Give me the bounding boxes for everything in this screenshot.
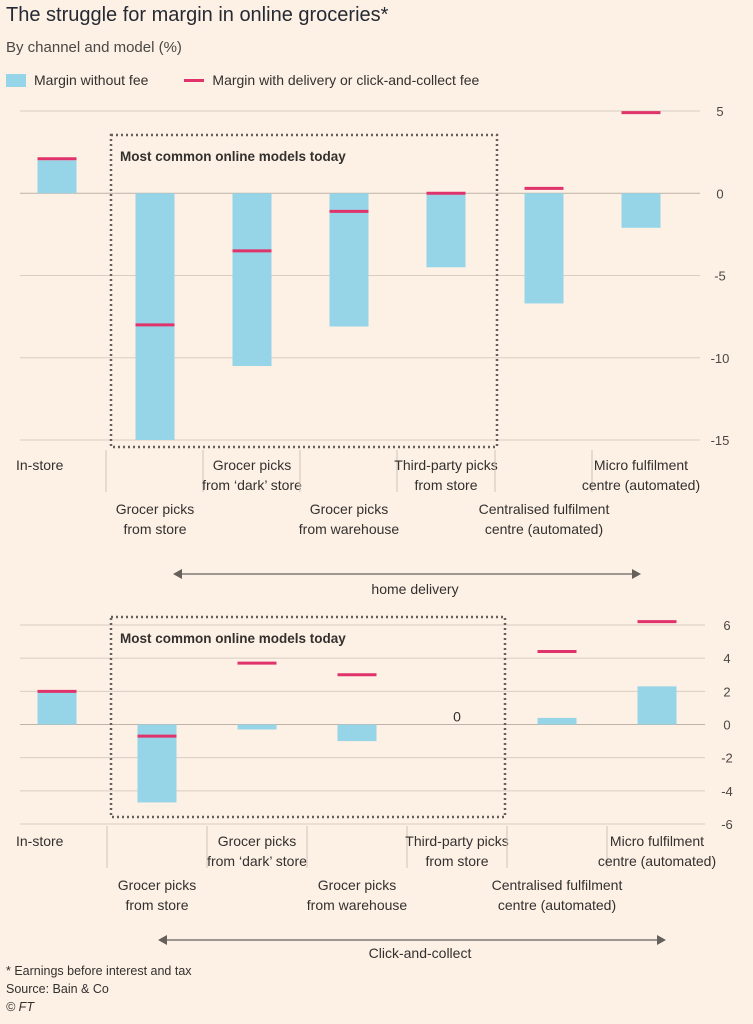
bar — [37, 160, 77, 194]
group-arrow-head-left — [173, 569, 182, 579]
category-label: Third-party picks — [394, 457, 497, 473]
bar — [426, 193, 466, 268]
bar — [37, 691, 77, 725]
dashed-box-label: Most common online models today — [120, 631, 346, 646]
legend-bar-label: Margin without fee — [34, 72, 149, 88]
category-label: In-store — [16, 457, 64, 473]
group-label: Click-and-collect — [369, 945, 472, 961]
y-tick-label: 0 — [716, 186, 723, 201]
chart-subtitle: By channel and model (%) — [6, 39, 182, 56]
category-label: Centralised fulfilment — [492, 877, 623, 893]
dashed-box — [109, 615, 507, 819]
bar — [135, 193, 175, 440]
category-label: from store — [414, 477, 477, 493]
group-arrow-head-left — [158, 935, 167, 945]
category-label: Grocer picks — [318, 877, 397, 893]
group-arrow-head-right — [632, 569, 641, 579]
category-label: from store — [125, 897, 188, 913]
y-tick-label: -4 — [721, 784, 733, 799]
category-label: from warehouse — [299, 521, 400, 537]
category-label: Micro fulfilment — [594, 457, 688, 473]
legend: Margin without fee Margin with delivery … — [6, 72, 479, 88]
chart-title: The struggle for margin in online grocer… — [6, 4, 389, 26]
category-label: Grocer picks — [310, 501, 389, 517]
bar — [637, 686, 677, 725]
y-tick-label: -2 — [721, 751, 733, 766]
y-tick-label: 4 — [723, 651, 730, 666]
y-tick-label: 5 — [716, 104, 723, 119]
group-label: home delivery — [371, 581, 458, 597]
y-tick-label: -6 — [721, 817, 733, 832]
y-tick-label: -10 — [711, 351, 730, 366]
bar — [537, 717, 577, 725]
category-label: centre (automated) — [582, 477, 700, 493]
category-label: Grocer picks — [118, 877, 197, 893]
bar — [621, 193, 661, 228]
chart-1: 5 0 -5 -10 -15 Most common online models toda… — [16, 104, 729, 597]
category-label: Third-party picks — [405, 833, 508, 849]
category-label: In-store — [16, 833, 64, 849]
category-label: centre (automated) — [485, 521, 603, 537]
category-label: Centralised fulfilment — [479, 501, 610, 517]
value-annotation: 0 — [453, 709, 461, 725]
group-arrow-head-right — [657, 935, 666, 945]
y-tick-label: 6 — [723, 618, 730, 633]
y-tick-label: -15 — [711, 433, 730, 448]
chart-2: 6 4 2 0 -2 -4 -6 Most common online models toda… — [16, 615, 733, 961]
legend-bar-swatch — [6, 73, 26, 87]
category-label: from ‘dark’ store — [202, 477, 302, 493]
credit: © FT — [6, 1000, 34, 1014]
bar — [337, 724, 377, 742]
category-label: centre (automated) — [598, 853, 716, 869]
category-label: from ‘dark’ store — [207, 853, 307, 869]
category-label: from store — [123, 521, 186, 537]
category-label: centre (automated) — [498, 897, 616, 913]
y-tick-label: -5 — [714, 269, 726, 284]
bar — [329, 193, 369, 327]
category-label: Micro fulfilment — [610, 833, 704, 849]
y-tick-label: 0 — [723, 718, 730, 733]
dashed-box — [109, 133, 499, 449]
bar — [232, 193, 272, 366]
bar — [237, 724, 277, 730]
bar — [524, 193, 564, 304]
footnote: * Earnings before interest and tax — [6, 964, 192, 978]
category-label: Grocer picks — [218, 833, 297, 849]
category-label: Grocer picks — [213, 457, 292, 473]
legend-line-label: Margin with delivery or click-and-collec… — [212, 72, 480, 88]
category-label: from store — [425, 853, 488, 869]
dashed-box-label: Most common online models today — [120, 149, 346, 164]
y-tick-label: 2 — [723, 684, 730, 699]
category-label: Grocer picks — [116, 501, 195, 517]
category-label: from warehouse — [307, 897, 408, 913]
legend-line-swatch — [184, 78, 205, 82]
source-note: Source: Bain & Co — [6, 982, 109, 996]
